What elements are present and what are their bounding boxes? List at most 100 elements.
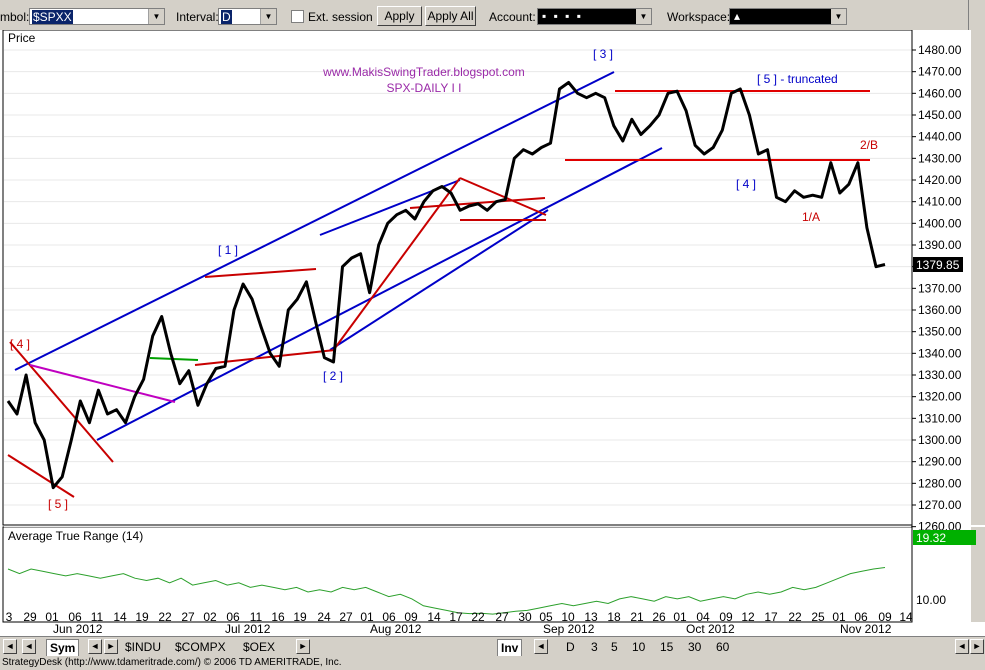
trend-line xyxy=(96,147,663,441)
wave-labels: [ 4 ] [ 5 ] [ 1 ] [ 2 ] [ 3 ] [ 4 ] [ 5 ] - tr… xyxy=(10,47,878,511)
x-day-label: 14 xyxy=(113,610,127,624)
y-tick-label: 1430.00 xyxy=(918,151,962,165)
wave-label-w1: [ 1 ] xyxy=(218,243,238,257)
price-scrollbar[interactable] xyxy=(971,30,985,525)
x-day-label: 17 xyxy=(449,610,463,624)
tab-interval-60[interactable]: 60 xyxy=(716,640,730,654)
x-day-label: 26 xyxy=(652,610,666,624)
wave-label-w2: [ 2 ] xyxy=(323,369,343,383)
x-month-label: Aug 2012 xyxy=(370,622,422,636)
x-day-label: 22 xyxy=(788,610,802,624)
x-month-label: Sep 2012 xyxy=(543,622,595,636)
trend-line xyxy=(204,268,317,278)
chevron-down-icon[interactable]: ▼ xyxy=(831,9,846,24)
y-tick-label: 1440.00 xyxy=(918,130,962,144)
trend-line xyxy=(329,209,549,351)
chart-area[interactable]: 1480.00 1470.00 1460.00 1450.00 1440.00 1430.… xyxy=(0,30,985,636)
toolbar-overflow[interactable] xyxy=(968,0,985,32)
y-tick-label: 1300.00 xyxy=(918,433,962,447)
scroll-right-icon[interactable]: ► xyxy=(970,639,984,654)
x-day-label: 05 xyxy=(539,610,553,624)
x-day-label: 01 xyxy=(673,610,687,624)
tab-compx[interactable]: $COMPX xyxy=(175,640,226,654)
prev-page-icon[interactable]: ◄ xyxy=(22,639,36,654)
trend-line xyxy=(14,71,615,371)
tab-interval-3[interactable]: 3 xyxy=(591,640,598,654)
atr-pane-title: Average True Range (14) xyxy=(8,529,143,543)
scroll-left-icon[interactable]: ◄ xyxy=(88,639,102,654)
trend-line xyxy=(149,357,199,361)
first-page-icon[interactable]: ◄ xyxy=(3,639,17,654)
x-day-label: 04 xyxy=(696,610,710,624)
x-day-label: 27 xyxy=(339,610,353,624)
apply-button[interactable]: Apply xyxy=(377,6,422,26)
y-axis-ticks: 1480.00 1470.00 1460.00 1450.00 1440.00 1430.… xyxy=(912,43,962,534)
wave-label-two-b: 2/B xyxy=(860,138,878,152)
tab-interval-10[interactable]: 10 xyxy=(632,640,646,654)
x-day-label: 09 xyxy=(719,610,733,624)
x-day-label: 22 xyxy=(471,610,485,624)
y-tick-label: 1410.00 xyxy=(918,195,962,209)
chart-svg[interactable]: 1480.00 1470.00 1460.00 1450.00 1440.00 1430.… xyxy=(0,30,985,636)
atr-tick: 10.00 xyxy=(916,593,946,607)
tab-interval-15[interactable]: 15 xyxy=(660,640,674,654)
tab-inv[interactable]: Inv xyxy=(497,639,523,657)
x-month-label: Oct 2012 xyxy=(686,622,735,636)
tab-sym[interactable]: Sym xyxy=(46,639,80,657)
interval-combobox[interactable]: D ▼ xyxy=(218,8,277,25)
x-day-label: 25 xyxy=(811,610,825,624)
scroll-right-icon[interactable]: ► xyxy=(296,639,310,654)
tab-interval-30[interactable]: 30 xyxy=(688,640,702,654)
watermark-url: www.MakisSwingTrader.blogspot.com xyxy=(322,65,525,79)
x-day-label: 14 xyxy=(427,610,441,624)
tab-interval-5[interactable]: 5 xyxy=(611,640,618,654)
wave-label-w5-bottom: [ 5 ] xyxy=(48,497,68,511)
interval-label: Interval: xyxy=(176,10,219,24)
chevron-down-icon[interactable]: ▼ xyxy=(636,9,651,24)
y-tick-label: 1350.00 xyxy=(918,325,962,339)
x-day-label: 27 xyxy=(495,610,509,624)
wave-label-w3: [ 3 ] xyxy=(593,47,613,61)
x-day-label: 09 xyxy=(404,610,418,624)
apply-all-button[interactable]: Apply All xyxy=(425,6,476,26)
workspace-combobox[interactable]: ▴ ▼ xyxy=(729,8,847,25)
atr-value-box xyxy=(913,530,976,545)
tab-interval-d[interactable]: D xyxy=(566,640,575,654)
account-value: ▪ ▪ ▪ ▪ xyxy=(542,9,584,23)
account-combobox[interactable]: ▪ ▪ ▪ ▪ ▼ xyxy=(537,8,652,25)
scroll-right-icon[interactable]: ► xyxy=(104,639,118,654)
x-day-label: 01 xyxy=(360,610,374,624)
x-day-label: 06 xyxy=(854,610,868,624)
x-day-label: 22 xyxy=(158,610,172,624)
atr-scrollbar[interactable] xyxy=(971,527,985,622)
y-tick-label: 1330.00 xyxy=(918,368,962,382)
scroll-left-icon[interactable]: ◄ xyxy=(534,639,548,654)
chevron-down-icon[interactable]: ▼ xyxy=(260,9,276,24)
y-tick-label: 1420.00 xyxy=(918,173,962,187)
x-day-label: 01 xyxy=(832,610,846,624)
scroll-left-icon[interactable]: ◄ xyxy=(955,639,969,654)
y-tick-label: 1450.00 xyxy=(918,108,962,122)
x-day-label: 01 xyxy=(45,610,59,624)
x-day-label: 19 xyxy=(135,610,149,624)
price-pane-title: Price xyxy=(8,31,36,45)
y-tick-label: 1370.00 xyxy=(918,281,962,295)
x-day-label: 10 xyxy=(561,610,575,624)
account-label: Account: xyxy=(489,10,536,24)
symbol-combobox[interactable]: $SPXX ▼ xyxy=(29,8,165,25)
last-price: 1379.85 xyxy=(916,258,960,272)
price-series-line xyxy=(6,81,886,490)
x-month-label: Jun 2012 xyxy=(53,622,103,636)
ext-session-checkbox[interactable] xyxy=(291,10,304,23)
symbol-label: mbol: xyxy=(0,10,30,24)
tab-indu[interactable]: $INDU xyxy=(125,640,162,654)
y-tick-label: 1480.00 xyxy=(918,43,962,57)
tab-oex[interactable]: $OEX xyxy=(243,640,276,654)
workspace-value: ▴ xyxy=(734,9,743,23)
x-day-label: 09 xyxy=(878,610,892,624)
workspace-label: Workspace: xyxy=(667,10,731,24)
status-bar: StrategyDesk (http://www.tdameritrade.co… xyxy=(0,656,985,670)
chevron-down-icon[interactable]: ▼ xyxy=(148,9,164,24)
toolbar: mbol: $SPXX ▼ Interval: D ▼ Ext. session… xyxy=(0,0,985,32)
atr-series-line xyxy=(7,567,886,615)
